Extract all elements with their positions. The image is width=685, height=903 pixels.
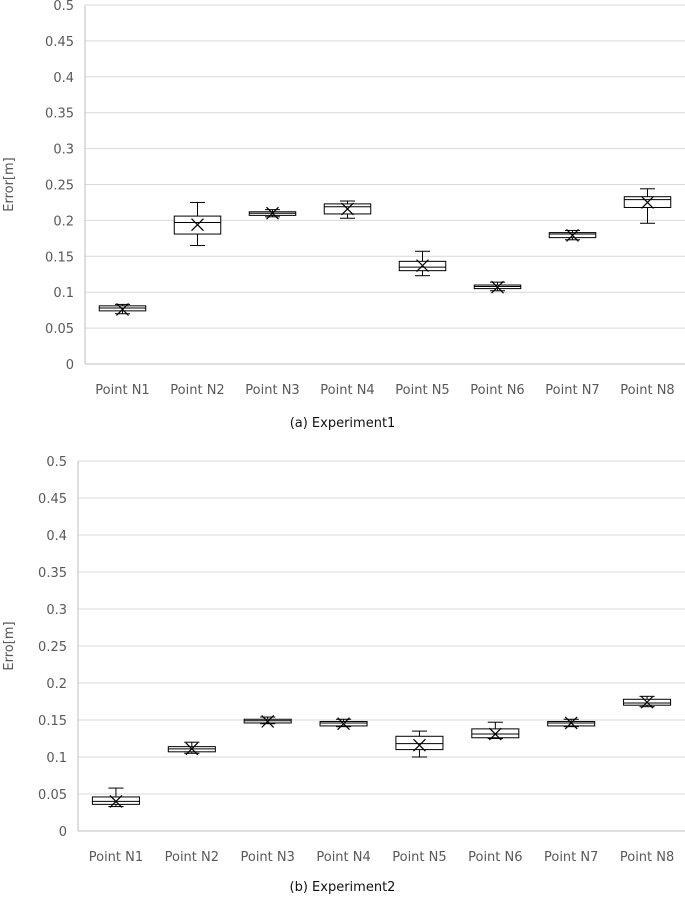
- y-axis-label: Error[m]: [2, 157, 17, 212]
- y-tick-label: 0.45: [45, 35, 74, 50]
- mean-marker: [413, 738, 426, 752]
- box-2: [167, 741, 216, 756]
- box-iqr: [395, 735, 444, 751]
- mean-marker: [116, 303, 129, 316]
- y-tick-label: 0.15: [38, 714, 67, 729]
- mean-marker: [337, 717, 350, 731]
- y-tick-label: 0.15: [45, 250, 74, 265]
- mean-marker: [341, 202, 354, 216]
- box-5: [395, 730, 444, 758]
- y-tick-label: 0: [59, 825, 67, 840]
- box-2: [173, 201, 222, 247]
- box-6: [473, 280, 522, 294]
- box-6: [471, 721, 520, 741]
- mean-marker: [641, 196, 654, 209]
- x-tick-label: Point N3: [245, 383, 299, 398]
- x-tick-label: Point N1: [95, 383, 149, 398]
- x-tick-label: Point N2: [170, 383, 224, 398]
- mean-marker: [185, 742, 199, 756]
- x-tick-label: Point N4: [316, 850, 370, 865]
- mean-marker: [416, 259, 429, 273]
- y-tick-label: 0.2: [53, 214, 74, 229]
- x-tick-label: Point N1: [89, 850, 143, 865]
- box-1: [98, 303, 147, 316]
- chart-experiment2: Erro[m] 0 0.05 0.1 0.15 0.2 0.25 0.3 0.35 0.4 0.45…: [2, 455, 685, 865]
- box-7: [547, 716, 596, 730]
- y-tick-label: 0.25: [45, 179, 74, 194]
- caption-experiment2: (b) Experiment2: [289, 880, 396, 895]
- y-tick-label: 0.5: [53, 0, 74, 14]
- x-tick-label: Point N3: [240, 850, 294, 865]
- box-5: [398, 250, 447, 277]
- box-4: [319, 717, 368, 731]
- x-tick-label: Point N7: [544, 850, 598, 865]
- y-tick-label: 0: [66, 358, 74, 373]
- y-tick-label: 0.2: [46, 677, 67, 692]
- y-tick-label: 0.3: [46, 603, 67, 618]
- y-tick-label: 0.45: [38, 492, 67, 507]
- y-tick-label: 0.05: [45, 322, 74, 337]
- mean-marker: [109, 794, 123, 808]
- y-tick-label: 0.4: [53, 71, 74, 86]
- box-8: [623, 695, 672, 709]
- y-tick-label: 0.1: [46, 751, 67, 766]
- mean-marker: [266, 206, 279, 220]
- y-tick-label: 0.1: [53, 286, 74, 301]
- y-tick-label: 0.4: [46, 529, 67, 544]
- box-3: [248, 206, 297, 220]
- caption-experiment1: (a) Experiment1: [289, 416, 396, 431]
- x-tick-label: Point N6: [468, 850, 522, 865]
- y-axis-label: Erro[m]: [2, 621, 17, 670]
- box-3: [243, 715, 292, 728]
- x-tick-label: Point N8: [620, 383, 674, 398]
- mean-marker: [261, 715, 275, 728]
- y-tick-label: 0.05: [38, 788, 67, 803]
- y-tick-label: 0.35: [45, 107, 74, 122]
- x-tick-label: Point N5: [395, 383, 449, 398]
- mean-marker: [488, 727, 502, 741]
- y-tick-label: 0.25: [38, 640, 67, 655]
- mean-marker: [491, 280, 504, 294]
- y-tick-label: 0.3: [53, 143, 74, 158]
- x-tick-label: Point N4: [320, 383, 374, 398]
- box-4: [323, 200, 372, 219]
- x-tick-label: Point N5: [392, 850, 446, 865]
- mean-marker: [566, 229, 579, 242]
- box-1: [91, 787, 140, 808]
- y-tick-label: 0.35: [38, 566, 67, 581]
- mean-marker: [640, 695, 654, 709]
- chart-experiment1: Error[m] 0 0.05 0.1 0.15 0.2 0.25 0.3 0.35 0.4 0.4…: [2, 0, 685, 398]
- x-tick-label: Point N6: [470, 383, 524, 398]
- mean-marker: [191, 218, 204, 232]
- box-8: [623, 188, 672, 224]
- mean-marker: [564, 716, 578, 730]
- y-tick-label: 0.5: [46, 455, 67, 470]
- box-7: [548, 229, 597, 242]
- x-tick-label: Point N8: [620, 850, 674, 865]
- x-tick-label: Point N7: [545, 383, 599, 398]
- x-tick-label: Point N2: [165, 850, 219, 865]
